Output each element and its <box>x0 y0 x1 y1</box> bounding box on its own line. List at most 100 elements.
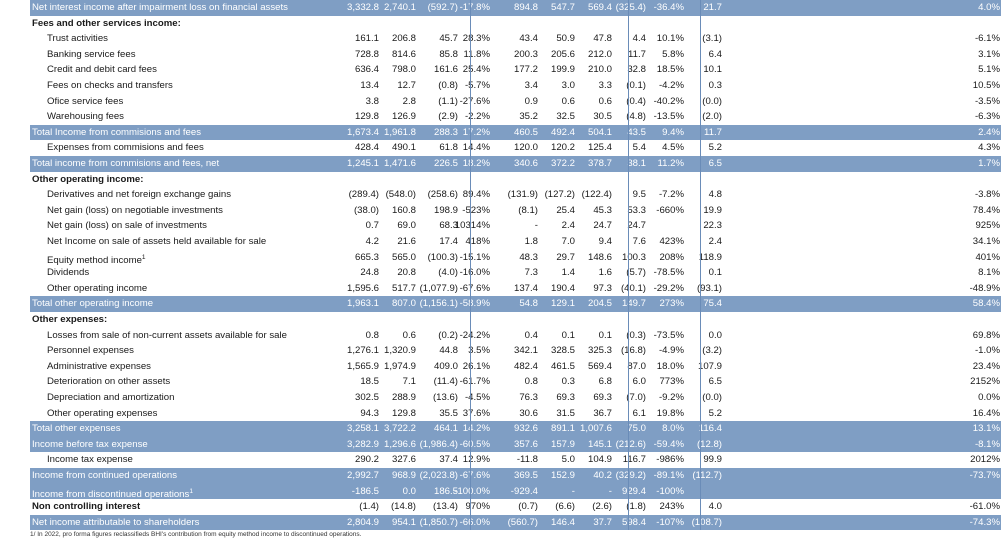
cell-q4-pct-change: 208% <box>659 251 684 263</box>
cell-fy2022: 2,740.1 <box>383 2 416 13</box>
cell-pct-change: 89.4% <box>462 189 490 201</box>
cell-q4-abs-change: 38.1 <box>627 158 646 169</box>
cell-q3-2022: 328.5 <box>550 345 575 357</box>
cell-q4-pct-change: -660% <box>656 204 684 216</box>
cell-fy2022: 129.8 <box>391 407 416 419</box>
row-label: Non controlling interest <box>32 501 141 513</box>
column-divider <box>700 0 701 531</box>
cell-fy2022: 21.6 <box>397 236 416 247</box>
cell-q4-pct-change: 423% <box>659 236 684 247</box>
cell-qoq-pct-change: -6.1% <box>974 33 1000 45</box>
cell-abs-change: (13.6) <box>432 392 458 403</box>
cell-qoq-pct-change: 2012% <box>970 454 1000 466</box>
cell-q3-2022: 129.1 <box>550 298 575 310</box>
cell-abs-change: 17.4 <box>439 236 458 247</box>
cell-qoq-abs-change: 2.4 <box>708 236 722 247</box>
cell-q4-2022: (2.6) <box>592 501 612 513</box>
cell-qoq-pct-change: 58.4% <box>972 298 1000 310</box>
cell-q4-pct-change: 11.2% <box>657 158 685 169</box>
cell-pct-change: -100.0% <box>454 485 490 497</box>
cell-q4-pct-change: 5.8% <box>662 48 684 60</box>
cell-q4-pct-change: 773% <box>659 376 684 388</box>
cell-abs-change: (1,077.9) <box>419 282 458 294</box>
cell-q4-abs-change: 75.0 <box>627 423 646 435</box>
cell-qoq-pct-change: 69.8% <box>972 329 1000 341</box>
cell-fy2022: 517.7 <box>391 282 416 294</box>
cell-pct-change: -60.5% <box>459 438 490 450</box>
cell-pct-change: 26.1% <box>462 360 490 372</box>
cell-qoq-pct-change: -8.1% <box>974 438 1000 450</box>
row-label: Credit and debit card fees <box>47 64 157 76</box>
cell-q4-pct-change: -4.9% <box>658 345 684 357</box>
cell-fy2021: 0.8 <box>365 329 379 341</box>
row-label: Income from discontinued operations1 <box>32 487 193 500</box>
cell-q3-2022: 0.3 <box>561 376 575 388</box>
cell-qoq-abs-change: (0.0) <box>702 392 722 403</box>
cell-q4-pct-change: -13.5% <box>653 111 684 123</box>
cell-q4-2021: 3.4 <box>524 80 538 91</box>
cell-q4-2021: 357.6 <box>513 438 538 450</box>
cell-q4-2022: 3.3 <box>598 80 612 91</box>
cell-q4-pct-change: -40.2% <box>653 95 684 107</box>
cell-abs-change: 44.8 <box>439 345 458 357</box>
cell-abs-change: (2.9) <box>438 111 458 123</box>
table-row: Dividends 24.8 20.8 (4.0) -16.0% 7.3 1.4 1.6 (5.… <box>30 265 1001 281</box>
cell-q3-2022: (6.6) <box>555 501 575 513</box>
cell-abs-change: (592.7) <box>427 2 458 13</box>
cell-q4-2021: 460.5 <box>513 126 538 138</box>
table-row: Ofice service fees 3.8 2.8 (1.1) -27.6% 0.9 0.… <box>30 94 1001 110</box>
cell-fy2022: 954.1 <box>391 516 416 528</box>
footnote-marker: 1 <box>189 487 193 495</box>
cell-pct-change: -2.2% <box>464 111 490 123</box>
cell-qoq-abs-change: 11.7 <box>704 126 722 138</box>
cell-q4-2022: 1,007.6 <box>579 423 612 435</box>
cell-q4-2021: -929.4 <box>510 485 538 497</box>
cell-qoq-abs-change: 6.4 <box>708 48 722 60</box>
cell-q4-abs-change: (5.7) <box>626 267 646 279</box>
cell-fy2021: 0.7 <box>365 220 379 232</box>
cell-qoq-abs-change: 19.9 <box>703 204 722 216</box>
cell-q4-2021: 76.3 <box>519 392 538 403</box>
cell-qoq-abs-change: 10.1 <box>703 64 722 76</box>
cell-qoq-abs-change: 118.9 <box>698 251 722 263</box>
cell-q4-abs-change: 116.7 <box>622 454 646 466</box>
cell-q4-pct-change: -100% <box>656 485 684 497</box>
cell-q4-2022: 6.8 <box>598 376 612 388</box>
cell-qoq-abs-change: (112.7) <box>692 470 722 481</box>
cell-q4-2022: 30.5 <box>593 111 612 123</box>
cell-q4-2021: 894.8 <box>513 2 538 13</box>
cell-pct-change: -17.8% <box>459 2 490 13</box>
cell-qoq-pct-change: -6.3% <box>974 111 1000 123</box>
cell-q4-pct-change: 18.5% <box>656 64 684 76</box>
cell-abs-change: 37.4 <box>439 454 458 466</box>
cell-pct-change: -58.9% <box>459 298 490 310</box>
cell-fy2022: 1,320.9 <box>383 345 416 357</box>
cell-abs-change: 85.8 <box>439 48 458 60</box>
cell-fy2022: 798.0 <box>391 64 416 76</box>
row-label: Depreciation and amortization <box>47 392 175 403</box>
row-label: Income tax expense <box>47 454 133 466</box>
cell-fy2021: 24.8 <box>360 267 379 279</box>
cell-fy2022: 20.8 <box>397 267 416 279</box>
cell-pct-change: 10314% <box>454 220 490 232</box>
cell-fy2021: 3,258.1 <box>346 423 379 435</box>
cell-qoq-pct-change: 2152% <box>970 376 1000 388</box>
cell-abs-change: 68.3 <box>439 220 458 232</box>
cell-q3-2022: 0.1 <box>561 329 575 341</box>
cell-qoq-pct-change: 5.1% <box>978 64 1000 76</box>
cell-q4-abs-change: (0.1) <box>626 80 646 91</box>
cell-q4-2022: 148.6 <box>587 251 612 263</box>
row-label: Income before tax expense <box>32 438 148 450</box>
cell-pct-change: 28.3% <box>462 33 490 45</box>
cell-fy2021: (289.4) <box>348 189 379 201</box>
cell-pct-change: -66.0% <box>459 516 490 528</box>
cell-q4-pct-change: 18.0% <box>656 360 684 372</box>
cell-q4-pct-change: 10.1% <box>656 33 684 45</box>
cell-pct-change: 14.2% <box>462 423 490 435</box>
cell-qoq-abs-change: 0.3 <box>708 80 722 91</box>
cell-q3-2022: 190.4 <box>550 282 575 294</box>
cell-q3-2022: 7.0 <box>561 236 575 247</box>
cell-q4-abs-change: 6.0 <box>632 376 646 388</box>
cell-qoq-abs-change: 4.0 <box>708 501 722 513</box>
